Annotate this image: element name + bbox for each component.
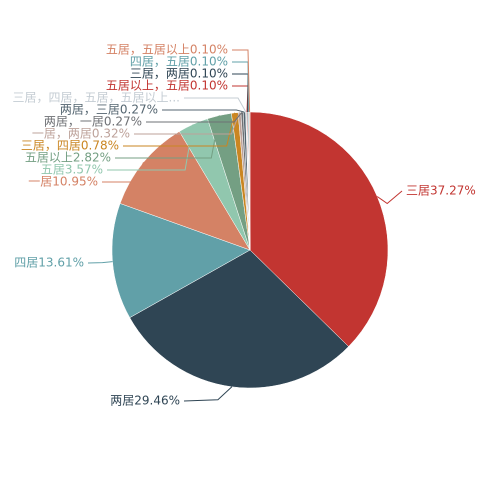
pie-slice-1[interactable] (129, 249, 349, 389)
slice-label-6: 三居，四居0.78% (21, 139, 119, 153)
slice-label-13: 四居，五居0.10% (130, 55, 228, 69)
label-line-10 (184, 97, 247, 113)
label-line-14 (232, 49, 251, 113)
label-line-11 (232, 85, 249, 113)
label-line-3 (102, 162, 144, 183)
slice-label-0: 三居37.27% (406, 184, 476, 198)
slice-label-2: 四居13.61% (14, 256, 84, 270)
slice-label-7: 一居，两居0.32% (32, 127, 130, 141)
label-line-8 (146, 111, 243, 123)
label-line-2 (87, 261, 113, 264)
label-line-0 (376, 190, 403, 205)
slice-label-5: 五居以上2.82% (25, 151, 111, 165)
slice-label-14: 五居，五居以上0.10% (106, 43, 228, 57)
label-line-13 (232, 61, 250, 113)
slice-label-4: 五居3.57% (41, 163, 103, 177)
label-line-5 (115, 115, 220, 159)
label-line-1 (183, 386, 233, 402)
slice-label-11: 五居以上，五居0.10% (106, 79, 228, 93)
slice-label-3: 一居10.95% (28, 175, 98, 189)
slice-label-1: 两居29.46% (110, 394, 180, 408)
slice-label-10: 三居，四居，五居，五居以上... (13, 91, 180, 105)
label-line-4 (107, 124, 194, 171)
slice-label-9: 两居，三居0.27% (60, 103, 158, 117)
slice-label-8: 两居，一居0.27% (44, 115, 142, 129)
label-line-7 (134, 112, 240, 135)
pie-slice-2[interactable] (111, 203, 251, 319)
label-line-12 (232, 73, 249, 113)
label-line-9 (162, 109, 245, 113)
label-line-6 (123, 112, 236, 147)
slice-label-12: 三居，两居0.10% (130, 67, 228, 81)
